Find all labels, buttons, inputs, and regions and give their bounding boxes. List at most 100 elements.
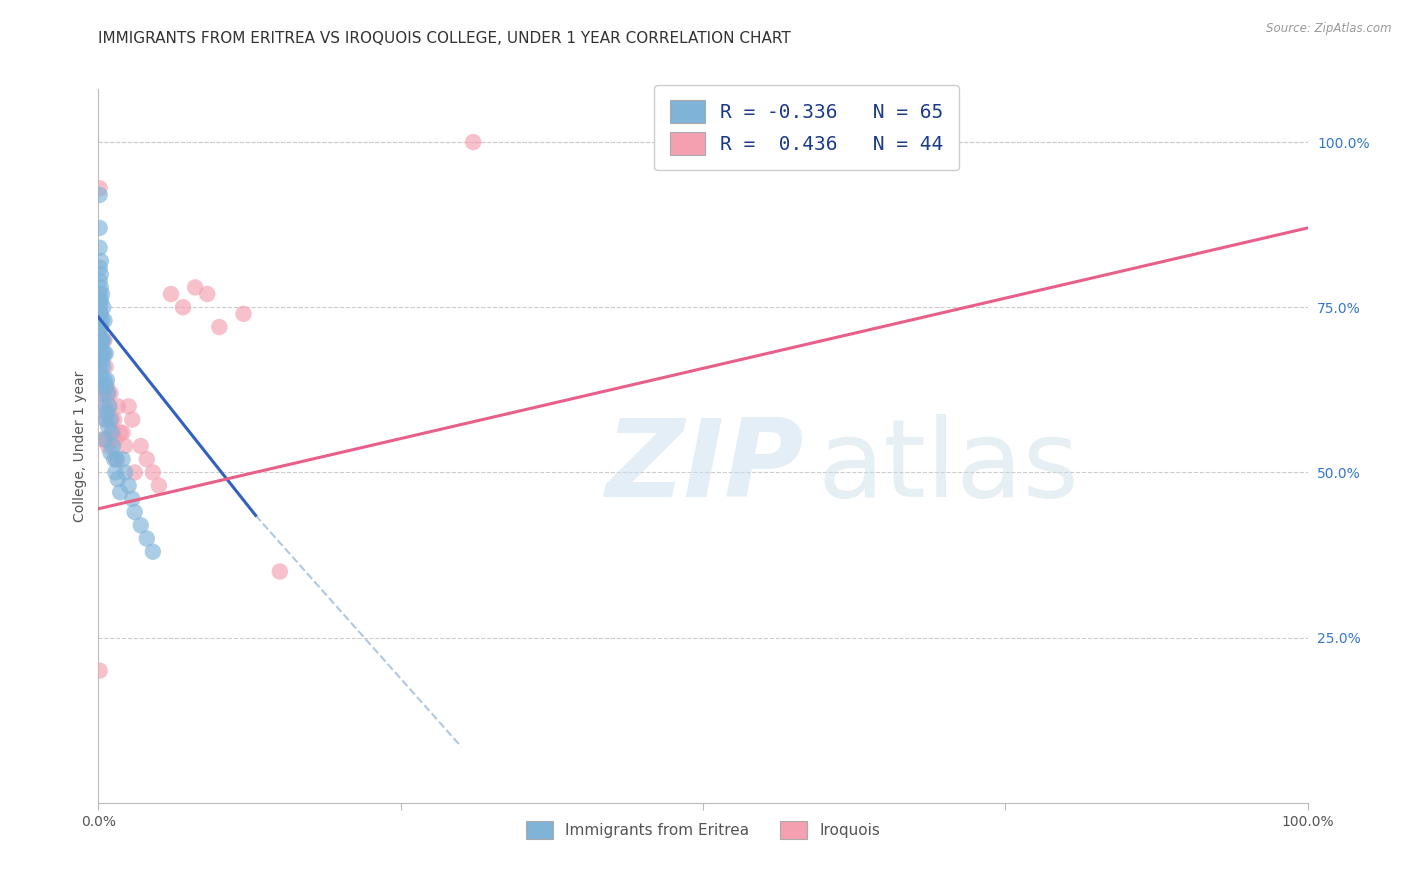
Point [111, 425, 134, 440]
Point [90, 346, 112, 360]
Point [94, 379, 117, 393]
Point [121, 491, 143, 506]
Point [91, 333, 114, 347]
Point [195, 287, 218, 301]
Point [90, 293, 112, 308]
Point [91, 333, 114, 347]
Point [118, 400, 141, 414]
Point [89, 260, 111, 275]
Point [104, 466, 127, 480]
Point [94, 412, 117, 426]
Point [89, 340, 111, 354]
Point [90, 254, 112, 268]
Point [105, 452, 128, 467]
Point [90, 307, 112, 321]
Point [89, 359, 111, 374]
Point [97, 419, 120, 434]
Point [89, 353, 111, 368]
Point [91, 300, 114, 314]
Point [89, 346, 111, 360]
Point [108, 425, 131, 440]
Point [124, 505, 146, 519]
Legend: Immigrants from Eritrea, Iroquois: Immigrants from Eritrea, Iroquois [519, 815, 887, 845]
Point [121, 412, 143, 426]
Point [89, 221, 111, 235]
Point [91, 433, 114, 447]
Point [89, 293, 111, 308]
Point [100, 412, 122, 426]
Point [89, 300, 111, 314]
Point [463, 135, 485, 149]
Point [90, 367, 112, 381]
Point [148, 478, 170, 492]
Point [105, 452, 128, 467]
Point [91, 373, 114, 387]
Point [208, 320, 231, 334]
Point [93, 373, 115, 387]
Text: Source: ZipAtlas.com: Source: ZipAtlas.com [1267, 22, 1392, 36]
Point [107, 472, 129, 486]
Point [91, 313, 114, 327]
Point [124, 466, 146, 480]
Point [90, 320, 112, 334]
Point [98, 400, 121, 414]
Point [93, 313, 115, 327]
Y-axis label: College, Under 1 year: College, Under 1 year [73, 370, 87, 522]
Point [107, 400, 129, 414]
Point [91, 287, 114, 301]
Point [100, 433, 122, 447]
Point [135, 452, 157, 467]
Point [103, 412, 125, 426]
Point [100, 445, 122, 459]
Point [135, 532, 157, 546]
Point [96, 373, 118, 387]
Point [91, 386, 114, 401]
Point [129, 518, 152, 533]
Point [97, 386, 120, 401]
Point [108, 485, 131, 500]
Point [89, 274, 111, 288]
Point [93, 386, 115, 401]
Point [142, 545, 165, 559]
Point [93, 346, 115, 360]
Point [89, 241, 111, 255]
Point [269, 565, 291, 579]
Point [89, 313, 111, 327]
Point [90, 379, 112, 393]
Point [184, 280, 207, 294]
Point [91, 386, 114, 401]
Point [91, 346, 114, 360]
Text: ZIP: ZIP [606, 415, 804, 520]
Point [232, 307, 254, 321]
Point [114, 466, 136, 480]
Point [89, 320, 111, 334]
Point [93, 433, 115, 447]
Point [114, 439, 136, 453]
Point [89, 181, 111, 195]
Point [89, 333, 111, 347]
Point [101, 425, 124, 440]
Point [118, 478, 141, 492]
Point [91, 400, 114, 414]
Point [94, 346, 117, 360]
Point [91, 359, 114, 374]
Point [90, 320, 112, 334]
Point [142, 466, 165, 480]
Point [129, 439, 152, 453]
Point [89, 287, 111, 301]
Point [111, 452, 134, 467]
Point [91, 353, 114, 368]
Text: IMMIGRANTS FROM ERITREA VS IROQUOIS COLLEGE, UNDER 1 YEAR CORRELATION CHART: IMMIGRANTS FROM ERITREA VS IROQUOIS COLL… [98, 31, 792, 46]
Point [100, 386, 122, 401]
Point [94, 359, 117, 374]
Point [97, 386, 120, 401]
Point [100, 425, 122, 440]
Point [160, 287, 183, 301]
Point [89, 307, 111, 321]
Point [89, 664, 111, 678]
Point [93, 400, 115, 414]
Point [90, 267, 112, 281]
Point [96, 379, 118, 393]
Point [93, 333, 115, 347]
Point [100, 412, 122, 426]
